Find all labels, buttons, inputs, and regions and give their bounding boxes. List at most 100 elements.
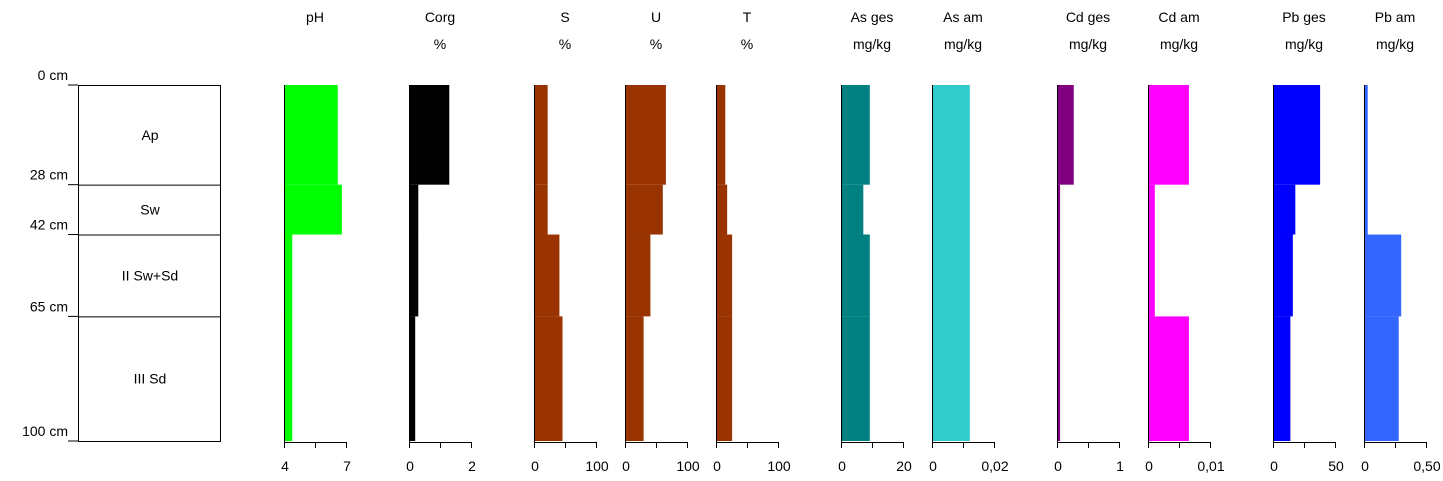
depth-tick-label: 0 cm [38, 67, 68, 83]
panel-unit: % [741, 36, 753, 52]
data-bar [625, 85, 666, 185]
data-bar [1364, 85, 1368, 235]
data-bar [716, 316, 733, 441]
horizon-column: Ap Sw II Sw+Sd III Sd [78, 85, 221, 442]
x-tick-label: 0 [713, 458, 721, 474]
x-tick-label: 4 [281, 458, 289, 474]
panel-unit: mg/kg [1160, 36, 1198, 52]
panel-as-am: As am mg/kg 0 0,02 [929, 9, 1009, 474]
x-tick-label: 0 [929, 458, 937, 474]
data-bar [284, 85, 338, 185]
data-bar [1148, 234, 1155, 317]
data-bar [625, 316, 644, 441]
data-bar [284, 316, 293, 441]
panel-unit: mg/kg [1069, 36, 1107, 52]
x-tick-label: 0 [622, 458, 630, 474]
panel-unit: mg/kg [944, 36, 982, 52]
data-bar [841, 316, 870, 441]
x-tick-label: 7 [343, 458, 351, 474]
panel-title: U [651, 9, 661, 25]
x-tick-label: 0,02 [981, 458, 1008, 474]
x-tick-label: 1 [1116, 458, 1124, 474]
x-tick-label: 0 [838, 458, 846, 474]
x-tick-label: 0 [1270, 458, 1278, 474]
data-bar [284, 184, 342, 235]
panel-s: S% 0 100 [531, 9, 609, 474]
data-bar [716, 184, 728, 235]
data-bar [1057, 234, 1061, 317]
data-bar [409, 184, 419, 235]
data-bar [534, 234, 560, 317]
horizon-label: Sw [140, 202, 160, 218]
data-bar [534, 316, 563, 441]
panel-unit: % [559, 36, 571, 52]
data-bar [1148, 184, 1155, 235]
depth-axis: 0 cm 28 cm 42 cm 65 cm 100 cm [22, 67, 78, 442]
panel-unit: % [650, 36, 662, 52]
panel-pb-ges: Pb ges mg/kg 0 50 [1270, 9, 1344, 474]
panel-unit: mg/kg [1285, 36, 1323, 52]
panel-unit: mg/kg [1376, 36, 1414, 52]
x-tick-label: 0 [531, 458, 539, 474]
panel-unit: % [434, 36, 446, 52]
panel-title: S [560, 9, 569, 25]
horizon-frame [78, 85, 221, 442]
panel-cd-am: Cd am mg/kg 0 0,01 [1145, 9, 1225, 474]
panel-ph: pH 4 7 [281, 9, 351, 474]
data-bar [716, 234, 733, 317]
depth-tick-label: 42 cm [30, 217, 68, 233]
data-bar [1273, 184, 1296, 235]
depth-tick-label: 65 cm [30, 298, 68, 314]
panel-as-ges: As ges mg/kg 0 20 [838, 9, 912, 474]
panel-unit: mg/kg [853, 36, 891, 52]
x-tick-label: 100 [676, 458, 700, 474]
data-bar [409, 85, 450, 185]
x-tick-label: 0 [1054, 458, 1062, 474]
panel-title: Pb am [1375, 9, 1415, 25]
panel-cd-ges: Cd ges mg/kg 0 1 [1054, 9, 1124, 474]
data-bar [1364, 234, 1402, 317]
data-bar [1057, 184, 1061, 235]
data-bar [716, 85, 726, 185]
panel-title: As ges [851, 9, 894, 25]
panel-title: pH [306, 9, 324, 25]
data-bar [1273, 234, 1293, 317]
data-bar [284, 234, 293, 317]
x-tick-label: 0 [1145, 458, 1153, 474]
panel-title: Cd ges [1066, 9, 1110, 25]
horizon-label: Ap [141, 127, 158, 143]
data-bar [1148, 316, 1189, 441]
data-bar [841, 234, 870, 317]
data-bar [1273, 316, 1291, 441]
x-tick-label: 100 [767, 458, 791, 474]
x-tick-label: 0 [1361, 458, 1369, 474]
data-bar [409, 316, 416, 441]
panel-title: Cd am [1158, 9, 1199, 25]
data-bar [932, 85, 970, 441]
data-bar [1273, 85, 1321, 185]
data-bar [625, 234, 651, 317]
horizon-label: III Sd [134, 371, 167, 387]
panel-title: As am [943, 9, 983, 25]
x-tick-label: 20 [896, 458, 912, 474]
panel-pb-am: Pb am mg/kg 0 0,50 [1361, 9, 1441, 474]
data-bar [1148, 85, 1189, 185]
horizon-label: II Sw+Sd [122, 267, 178, 283]
panel-title: Pb ges [1282, 9, 1326, 25]
data-bar [534, 184, 548, 235]
panel-u: U% 0 100 [622, 9, 700, 474]
data-bar [1364, 316, 1399, 441]
data-bar [841, 184, 864, 235]
data-bar [1057, 85, 1074, 185]
x-tick-label: 100 [585, 458, 609, 474]
panel-corg: Corg% 0 2 [406, 9, 476, 474]
x-tick-label: 0 [406, 458, 414, 474]
x-tick-label: 0,01 [1197, 458, 1224, 474]
panel-t: T% 0 100 [713, 9, 791, 474]
data-bar [534, 85, 548, 185]
x-tick-label: 50 [1328, 458, 1344, 474]
depth-tick-label: 28 cm [30, 167, 68, 183]
x-tick-label: 2 [468, 458, 476, 474]
